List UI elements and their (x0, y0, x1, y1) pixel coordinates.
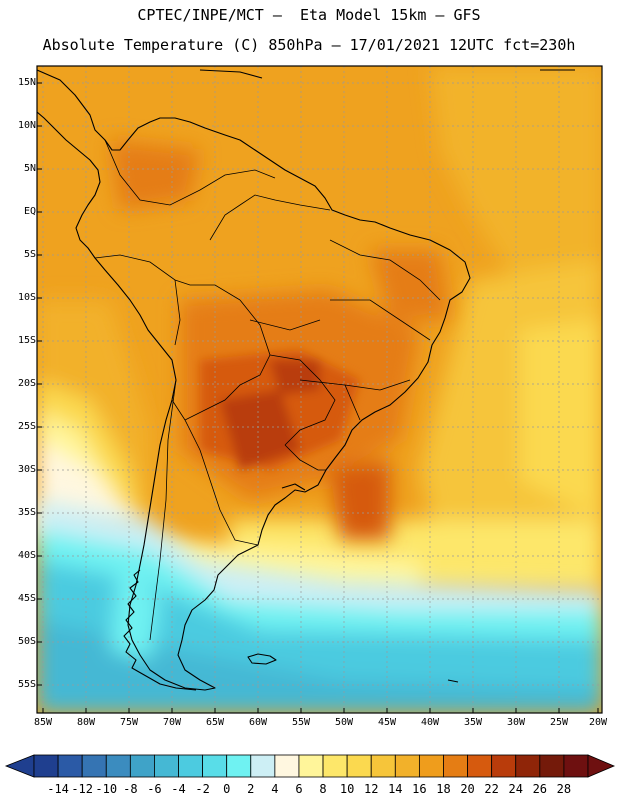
lat-label: 50S (17, 636, 36, 647)
colorbar-swatch (394, 754, 420, 778)
colorbar-label: 24 (508, 782, 523, 796)
colorbar-label: 20 (460, 782, 475, 796)
colorbar-swatch (105, 754, 131, 778)
country-borders (94, 139, 441, 641)
colorbar-arrow-left (4, 754, 35, 778)
colorbar-label: 28 (556, 782, 572, 796)
colorbar-swatch (346, 754, 372, 778)
lon-label: 85W (33, 717, 53, 728)
lon-label: 50W (334, 717, 354, 728)
lon-label: 40W (420, 717, 440, 728)
colorbar-label: -8 (123, 782, 138, 796)
map-title: CPTEC/INPE/MCT – Eta Model 15km – GFS (137, 6, 481, 24)
lat-label: 5S (23, 249, 36, 260)
lon-label: 65W (205, 717, 225, 728)
lat-label: 20S (17, 378, 36, 389)
lon-label: 60W (248, 717, 268, 728)
lat-label: 5N (23, 163, 36, 174)
colorbar-swatch (154, 754, 179, 778)
lat-label: 25S (17, 421, 36, 432)
lon-label: 70W (162, 717, 182, 728)
colorbar-label: -6 (147, 782, 162, 796)
lon-label: 55W (291, 717, 311, 728)
lon-label: 80W (76, 717, 96, 728)
lat-label: 45S (17, 593, 36, 604)
colorbar-swatch (298, 754, 324, 778)
lon-label: 20W (588, 717, 608, 728)
colorbar-swatch (57, 754, 83, 778)
colorbar-label: 0 (223, 782, 231, 796)
colorbar-label: 26 (532, 782, 548, 796)
lat-label: 15S (17, 335, 36, 346)
colorbar-swatch (563, 754, 589, 778)
colorbar-swatch (322, 754, 348, 778)
colorbar-swatch (33, 754, 59, 778)
colorbar-label: -10 (95, 782, 118, 796)
lat-label: 40S (17, 550, 36, 561)
colorbar-label: 22 (484, 782, 499, 796)
colorbar-label: 6 (295, 782, 303, 796)
map-frame (36, 65, 603, 714)
colorbar-arrow-right (587, 754, 616, 778)
graticule (37, 66, 602, 713)
colorbar-swatch (443, 754, 468, 778)
lat-label: 35S (17, 507, 36, 518)
colorbar (4, 754, 616, 778)
colorbar-swatch (539, 754, 565, 778)
lat-label: 15N (17, 77, 36, 88)
colorbar-swatch (370, 754, 396, 778)
colorbar-swatch (81, 754, 107, 778)
colorbar-label: -14 (47, 782, 69, 796)
colorbar-swatch (274, 754, 300, 778)
lon-label: 30W (506, 717, 526, 728)
lon-label: 45W (377, 717, 397, 728)
colorbar-label: 8 (319, 782, 327, 796)
lat-label: 30S (17, 464, 36, 475)
axis-ticks (37, 82, 599, 713)
lon-label: 75W (119, 717, 139, 728)
colorbar-swatch (250, 754, 276, 778)
lat-label: 55S (17, 679, 36, 690)
map-subtitle: Absolute Temperature (C) 850hPa – 17/01/… (42, 36, 576, 54)
colorbar-label: 18 (436, 782, 451, 796)
colorbar-label: 14 (388, 782, 403, 796)
colorbar-swatch (491, 754, 517, 778)
coastline (37, 69, 575, 691)
lon-label: 35W (463, 717, 483, 728)
colorbar-label: 12 (363, 782, 379, 796)
lat-label: 10S (17, 292, 36, 303)
lat-label: EQ (23, 206, 36, 217)
colorbar-swatch (418, 754, 444, 778)
colorbar-label: -4 (171, 782, 186, 796)
colorbar-swatch (515, 754, 541, 778)
colorbar-label: -12 (71, 782, 94, 796)
colorbar-label: 10 (339, 782, 355, 796)
colorbar-swatch (129, 754, 155, 778)
temperature-field (37, 66, 602, 713)
colorbar-swatch (178, 754, 204, 778)
colorbar-label: 4 (271, 782, 279, 796)
lat-label: 10N (17, 120, 36, 131)
colorbar-label: 2 (247, 782, 255, 796)
colorbar-swatch (202, 754, 228, 778)
colorbar-label: 16 (412, 782, 427, 796)
lon-label: 25W (549, 717, 569, 728)
colorbar-swatch (226, 754, 252, 778)
colorbar-swatch (467, 754, 493, 778)
colorbar-label: -2 (195, 782, 210, 796)
